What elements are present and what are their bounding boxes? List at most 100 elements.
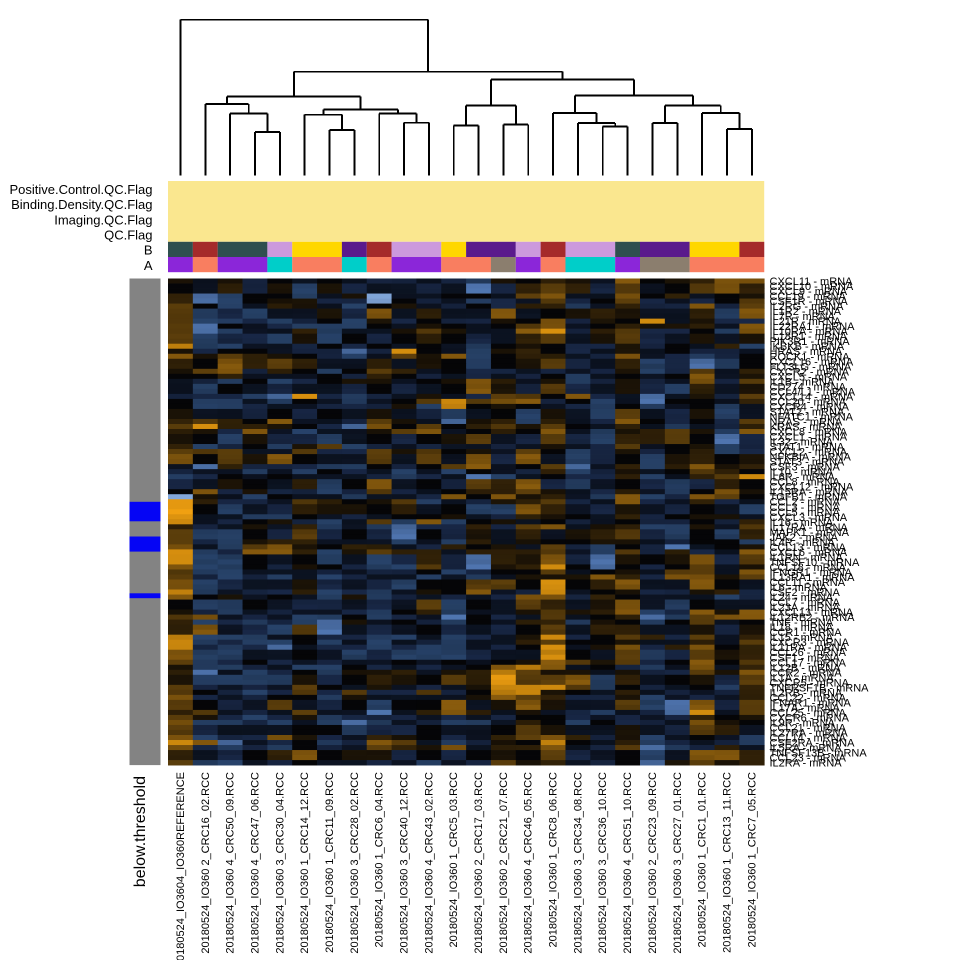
svg-text:20180524_IO360 1_CRC8_06.RCC: 20180524_IO360 1_CRC8_06.RCC: [548, 772, 560, 948]
svg-text:CCL7 - mRNA: CCL7 - mRNA: [770, 597, 841, 609]
svg-text:20180524_IO360 1_CRC7_05.RCC: 20180524_IO360 1_CRC7_05.RCC: [746, 772, 758, 948]
svg-text:20180524_IO360 3_CRC40_12.RCC: 20180524_IO360 3_CRC40_12.RCC: [399, 772, 411, 954]
svg-text:IL2RA - mRNA: IL2RA - mRNA: [770, 758, 843, 770]
svg-text:CXCL9 - mRNA: CXCL9 - mRNA: [770, 286, 848, 298]
svg-text:CXCL6 - mRNA: CXCL6 - mRNA: [770, 547, 848, 559]
svg-text:TNF - mRNA: TNF - mRNA: [770, 617, 834, 629]
svg-text:20180524_IO360 3_CRC28_02.RCC: 20180524_IO360 3_CRC28_02.RCC: [349, 772, 361, 954]
svg-text:FLT3LG - mRNA: FLT3LG - mRNA: [770, 361, 852, 373]
svg-text:CXCL14 - mRNA: CXCL14 - mRNA: [770, 391, 854, 403]
svg-text:CCL3 - mRNA: CCL3 - mRNA: [770, 502, 841, 514]
svg-text:Binding.Density.QC.Flag: Binding.Density.QC.Flag: [11, 197, 152, 212]
svg-text:20180524_IO360 4_CRC43_02.RCC: 20180524_IO360 4_CRC43_02.RCC: [423, 772, 435, 954]
svg-text:IL17A - mRNA: IL17A - mRNA: [770, 702, 841, 714]
svg-text:CXCL8 - mRNA: CXCL8 - mRNA: [770, 427, 848, 439]
svg-text:IL2RB - mRNA: IL2RB - mRNA: [770, 687, 843, 699]
svg-text:IFNAR1 - mRNA: IFNAR1 - mRNA: [770, 697, 852, 709]
svg-text:Imaging.QC.Flag: Imaging.QC.Flag: [54, 212, 152, 227]
svg-text:TNFSF13B - mRNA: TNFSF13B - mRNA: [770, 748, 868, 760]
svg-text:CCR2 - mRNA: CCR2 - mRNA: [770, 667, 843, 679]
svg-text:CXCL11 - mRNA: CXCL11 - mRNA: [770, 276, 854, 288]
svg-text:CXCL5 - mRNA: CXCL5 - mRNA: [770, 371, 848, 383]
svg-text:NFATC1 - mRNA: NFATC1 - mRNA: [770, 411, 854, 423]
svg-text:IL10 - mRNA: IL10 - mRNA: [770, 467, 834, 479]
svg-text:IL21R - mRNA: IL21R - mRNA: [770, 316, 842, 328]
svg-text:IL12B - mRNA: IL12B - mRNA: [770, 662, 842, 674]
svg-text:CSF2 - mRNA: CSF2 - mRNA: [770, 587, 841, 599]
svg-text:CCL8 - mRNA: CCL8 - mRNA: [770, 477, 841, 489]
svg-text:IL1RN - mRNA: IL1RN - mRNA: [770, 552, 844, 564]
svg-text:IL6 - mRNA: IL6 - mRNA: [770, 582, 828, 594]
svg-text:20180524_IO360 2_CRC23_09.RCC: 20180524_IO360 2_CRC23_09.RCC: [647, 772, 659, 954]
svg-text:A: A: [144, 258, 153, 273]
svg-text:IL7R - mRNA: IL7R - mRNA: [770, 311, 836, 323]
svg-text:PIK3R1 - mRNA: PIK3R1 - mRNA: [770, 336, 851, 348]
svg-text:NRAS - mRNA: NRAS - mRNA: [770, 416, 843, 428]
svg-text:20180524_IO360 1_CRC13_11.RCC: 20180524_IO360 1_CRC13_11.RCC: [721, 772, 733, 953]
svg-text:CXCR6 - mRNA: CXCR6 - mRNA: [770, 712, 850, 724]
svg-text:IL15 - mRNA: IL15 - mRNA: [770, 632, 834, 644]
svg-text:CCL22 - mRNA: CCL22 - mRNA: [770, 692, 847, 704]
svg-text:CCL17 - mRNA: CCL17 - mRNA: [770, 657, 847, 669]
svg-text:CXCL2 - mRNA: CXCL2 - mRNA: [770, 447, 848, 459]
svg-text:IL6R - mRNA: IL6R - mRNA: [770, 472, 836, 484]
svg-text:IL10RA - mRNA: IL10RA - mRNA: [770, 326, 849, 338]
svg-text:IL24 - mRNA: IL24 - mRNA: [770, 592, 834, 604]
svg-text:CCL18 - mRNA: CCL18 - mRNA: [770, 562, 847, 574]
svg-text:CXCL10 - mRNA: CXCL10 - mRNA: [770, 281, 854, 293]
svg-text:20180524_IO360 2_CRC16_02.RCC: 20180524_IO360 2_CRC16_02.RCC: [200, 772, 212, 954]
svg-text:CXCL3 - mRNA: CXCL3 - mRNA: [770, 512, 848, 524]
svg-text:IL18R1 - mRNA: IL18R1 - mRNA: [770, 331, 848, 343]
svg-text:IL5RA - mRNA: IL5RA - mRNA: [770, 743, 843, 755]
svg-text:TNFSF10 - mRNA: TNFSF10 - mRNA: [770, 557, 861, 569]
svg-text:Positive.Control.QC.Flag: Positive.Control.QC.Flag: [9, 182, 152, 197]
svg-text:20180524_IO3604_IO360REFERENCE: 20180524_IO3604_IO360REFERENCE: [175, 772, 187, 960]
svg-text:IL1R2 - mRNA: IL1R2 - mRNA: [770, 306, 842, 318]
svg-text:NFKBIA - mRNA: NFKBIA - mRNA: [770, 452, 852, 464]
svg-text:IL11RA - mRNA: IL11RA - mRNA: [770, 642, 848, 654]
svg-text:20180524_IO360 3_CRC36_10.RCC: 20180524_IO360 3_CRC36_10.RCC: [597, 772, 609, 954]
svg-text:CSF3 - mRNA: CSF3 - mRNA: [770, 462, 841, 474]
svg-text:B: B: [144, 243, 153, 258]
svg-text:CCL25 - mRNA: CCL25 - mRNA: [770, 707, 847, 719]
svg-text:IL13RA1 - mRNA: IL13RA1 - mRNA: [770, 572, 856, 584]
svg-text:CXCR3 - mRNA: CXCR3 - mRNA: [770, 637, 850, 649]
svg-text:IL4R - mRNA: IL4R - mRNA: [770, 537, 836, 549]
svg-text:IL17RA - mRNA: IL17RA - mRNA: [770, 522, 849, 534]
svg-text:IL23A - mRNA: IL23A - mRNA: [770, 602, 841, 614]
svg-text:CXCR2 - mRNA: CXCR2 - mRNA: [770, 366, 850, 378]
svg-text:20180524_IO360 3_CRC34_08.RCC: 20180524_IO360 3_CRC34_08.RCC: [572, 772, 584, 954]
svg-text:CXCL12 - mRNA: CXCL12 - mRNA: [770, 482, 854, 494]
svg-text:KRAS - mRNA: KRAS - mRNA: [770, 421, 843, 433]
svg-text:CCL14 - mRNA: CCL14 - mRNA: [770, 733, 847, 745]
svg-text:CXCL13 - mRNA: CXCL13 - mRNA: [770, 607, 854, 619]
svg-text:IL15RA - mRNA: IL15RA - mRNA: [770, 487, 849, 499]
svg-text:CSF2RA - mRNA: CSF2RA - mRNA: [770, 738, 856, 750]
svg-text:IL22RA1 - mRNA: IL22RA1 - mRNA: [770, 321, 856, 333]
svg-text:TGFB1 - mRNA: TGFB1 - mRNA: [770, 492, 848, 504]
svg-text:CCL4/L1 - mRNA: CCL4/L1 - mRNA: [770, 386, 856, 398]
svg-text:CCL2 - mRNA: CCL2 - mRNA: [770, 497, 841, 509]
svg-text:IFNGR1 - mRNA: IFNGR1 - mRNA: [770, 567, 853, 579]
svg-text:20180524_IO360 1_CRC1_01.RCC: 20180524_IO360 1_CRC1_01.RCC: [697, 772, 709, 948]
svg-text:STAT2 - mRNA: STAT2 - mRNA: [770, 406, 845, 418]
svg-text:CCL19 - mRNA: CCL19 - mRNA: [770, 291, 847, 303]
svg-text:CSF1 - mRNA: CSF1 - mRNA: [770, 652, 841, 664]
svg-text:IKBKB - mRNA: IKBKB - mRNA: [770, 341, 845, 353]
svg-text:20180524_IO360 4_CRC47_06.RCC: 20180524_IO360 4_CRC47_06.RCC: [249, 772, 261, 954]
svg-text:HRAS - mRNA: HRAS - mRNA: [770, 346, 843, 358]
svg-text:20180524_IO360 1_CRC11_09.RCC: 20180524_IO360 1_CRC11_09.RCC: [324, 772, 336, 953]
svg-text:CCL11 - mRNA: CCL11 - mRNA: [770, 577, 846, 589]
svg-text:CCL26 - mRNA: CCL26 - mRNA: [770, 647, 847, 659]
svg-text:CCL21 - mRNA: CCL21 - mRNA: [770, 722, 847, 734]
svg-text:20180524_IO360 2_CRC17_03.RCC: 20180524_IO360 2_CRC17_03.RCC: [473, 772, 485, 954]
svg-text:CXCR5 - mRNA: CXCR5 - mRNA: [770, 677, 850, 689]
svg-text:20180524_IO360 1_CRC5_03.RCC: 20180524_IO360 1_CRC5_03.RCC: [448, 772, 460, 948]
svg-text:20180524_IO360 3_CRC27_01.RCC: 20180524_IO360 3_CRC27_01.RCC: [672, 772, 684, 954]
svg-text:IL1B - mRNA: IL1B - mRNA: [770, 376, 835, 388]
svg-text:QC.Flag: QC.Flag: [104, 228, 152, 243]
svg-text:ROCK1 - mRNA: ROCK1 - mRNA: [770, 351, 851, 363]
svg-text:IL1A - mRNA: IL1A - mRNA: [770, 672, 835, 684]
svg-text:CXCR4 - mRNA: CXCR4 - mRNA: [770, 401, 850, 413]
svg-text:20180524_IO360 4_CRC51_10.RCC: 20180524_IO360 4_CRC51_10.RCC: [622, 772, 634, 954]
